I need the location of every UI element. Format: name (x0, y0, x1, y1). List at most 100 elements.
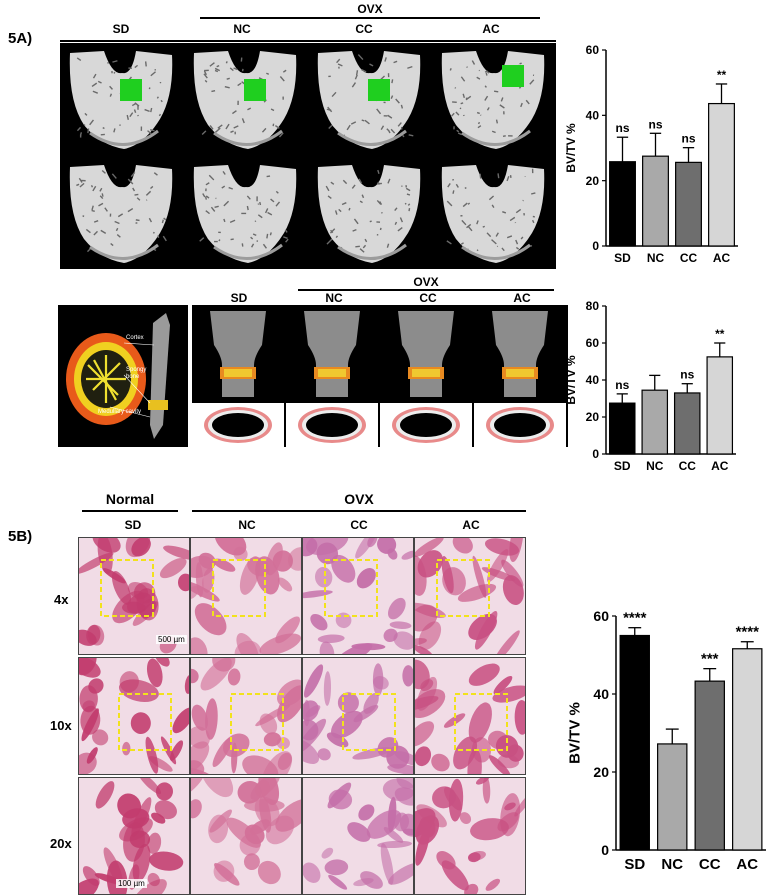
panel-label-5a: 5A) (8, 30, 33, 47)
microct-tile-ac-roi (432, 45, 552, 155)
microct-grid (60, 43, 556, 269)
femur-scan-ac (474, 305, 566, 401)
bvtv-chart-a2: 0 20 40 60 80 BV/TV % SD ns NC CC ns AC ** (564, 292, 766, 478)
y-axis-label: BV/TV % (564, 123, 578, 173)
microct-tile-cc-roi (308, 45, 428, 155)
column-header-line-a (60, 40, 556, 42)
ovx-header-line-a2 (298, 289, 554, 291)
normal-header: Normal (105, 491, 155, 507)
y-tick-label: 60 (586, 43, 600, 57)
x-tick-label-nc: NC (661, 856, 683, 873)
col-label-nc-a2: NC (325, 291, 343, 305)
y-axis-label: BV/TV % (567, 702, 584, 764)
y-tick-label: 20 (593, 764, 609, 780)
ovx-header-line-b (192, 510, 526, 512)
col-label-cc-a: CC (355, 22, 373, 36)
microct-tile-ac-plain (432, 159, 552, 269)
significance-label-ac: ** (715, 327, 725, 341)
bar-cc (673, 392, 701, 455)
row-label-4x: 4x (54, 592, 69, 607)
y-tick-label: 60 (586, 336, 600, 350)
histology-sd-4x (78, 537, 190, 655)
diagram-label-cortex: Cortex (126, 335, 144, 341)
bar-nc (641, 389, 669, 455)
bar-ac (732, 648, 763, 851)
x-tick-label-cc: CC (680, 251, 698, 265)
col-label-sd-b: SD (124, 518, 142, 532)
y-tick-label: 60 (593, 608, 609, 624)
bvtv-chart-b: 0 20 40 60 BV/TV % SD **** NC CC *** AC **** (567, 592, 776, 892)
femur-cross-section-sd (192, 403, 284, 447)
microct-tile-sd-plain (60, 159, 180, 269)
femur-cross-section-ac (474, 403, 566, 447)
col-label-sd-a2: SD (230, 291, 248, 305)
microct-tile-cc-plain (308, 159, 428, 269)
y-tick-label: 80 (586, 299, 600, 313)
histology-cc-20x (302, 777, 414, 895)
col-label-nc-b: NC (238, 518, 256, 532)
significance-label-sd: ns (615, 121, 629, 135)
row-label-20x: 20x (50, 836, 72, 851)
femur-scan-nc (286, 305, 378, 401)
significance-label-sd: ns (615, 378, 629, 392)
femur-scan-grid (192, 305, 568, 447)
significance-label-cc: *** (701, 651, 719, 668)
y-tick-label: 0 (592, 239, 599, 253)
bvtv-chart-a1: 0 20 40 60 BV/TV % SD ns NC ns CC ns AC ** (564, 40, 766, 272)
histology-cc-4x (302, 537, 414, 655)
y-tick-label: 40 (586, 109, 600, 123)
scale-bar-100um: 100 µm (116, 879, 147, 888)
x-tick-label-nc: NC (647, 251, 665, 265)
microct-tile-nc-plain (184, 159, 304, 269)
significance-label-ac: ** (717, 68, 727, 82)
col-label-ac-a: AC (482, 22, 500, 36)
row-label-10x: 10x (50, 718, 72, 733)
microct-tile-sd-roi (60, 45, 180, 155)
significance-label-nc: ns (648, 117, 662, 131)
bar-nc (642, 155, 669, 247)
histology-sd-20x (78, 777, 190, 895)
bar-nc (657, 743, 688, 851)
femur-cross-section-cc (380, 403, 472, 447)
x-tick-label-ac: AC (711, 459, 729, 473)
ovx-header-b: OVX (344, 491, 374, 507)
significance-label-ac: **** (736, 624, 760, 641)
bar-sd (609, 161, 636, 247)
col-label-cc-b: CC (350, 518, 368, 532)
bar-cc (694, 680, 725, 851)
significance-label-cc: ns (680, 368, 694, 382)
y-tick-label: 0 (601, 842, 609, 858)
microct-tile-nc-roi (184, 45, 304, 155)
x-tick-label-sd: SD (614, 459, 631, 473)
x-tick-label-sd: SD (614, 251, 631, 265)
bar-cc (675, 161, 702, 247)
histology-nc-20x (190, 777, 302, 895)
scale-bar-500um: 500 µm (156, 635, 187, 644)
diagram-label-medullary: Medullary cavity (98, 409, 142, 415)
x-tick-label-nc: NC (646, 459, 664, 473)
panel-label-5b: 5B) (8, 528, 33, 545)
femur-scan-cc (380, 305, 472, 401)
bar-ac (706, 356, 734, 455)
col-label-ac-a2: AC (513, 291, 531, 305)
col-label-cc-a2: CC (419, 291, 437, 305)
diagram-label-spongy: Spongy bone (126, 367, 147, 380)
histology-ac-20x (414, 777, 526, 895)
histology-ac-4x (414, 537, 526, 655)
histology-ac-10x (414, 657, 526, 775)
y-tick-label: 40 (593, 686, 609, 702)
bar-ac (708, 102, 735, 247)
femur-scan-sd (192, 305, 284, 401)
normal-header-line (82, 510, 178, 512)
significance-label-sd: **** (623, 610, 647, 627)
y-tick-label: 20 (586, 410, 600, 424)
bar-sd (608, 402, 636, 455)
y-tick-label: 0 (592, 447, 599, 461)
bone-cross-section-diagram: Cortex Spongy bone Medullary cavity (58, 305, 188, 447)
x-tick-label-sd: SD (624, 856, 645, 873)
histology-nc-10x (190, 657, 302, 775)
y-tick-label: 40 (586, 373, 600, 387)
bar-sd (619, 634, 650, 851)
ovx-header-line-a (200, 17, 540, 19)
x-tick-label-ac: AC (736, 856, 758, 873)
